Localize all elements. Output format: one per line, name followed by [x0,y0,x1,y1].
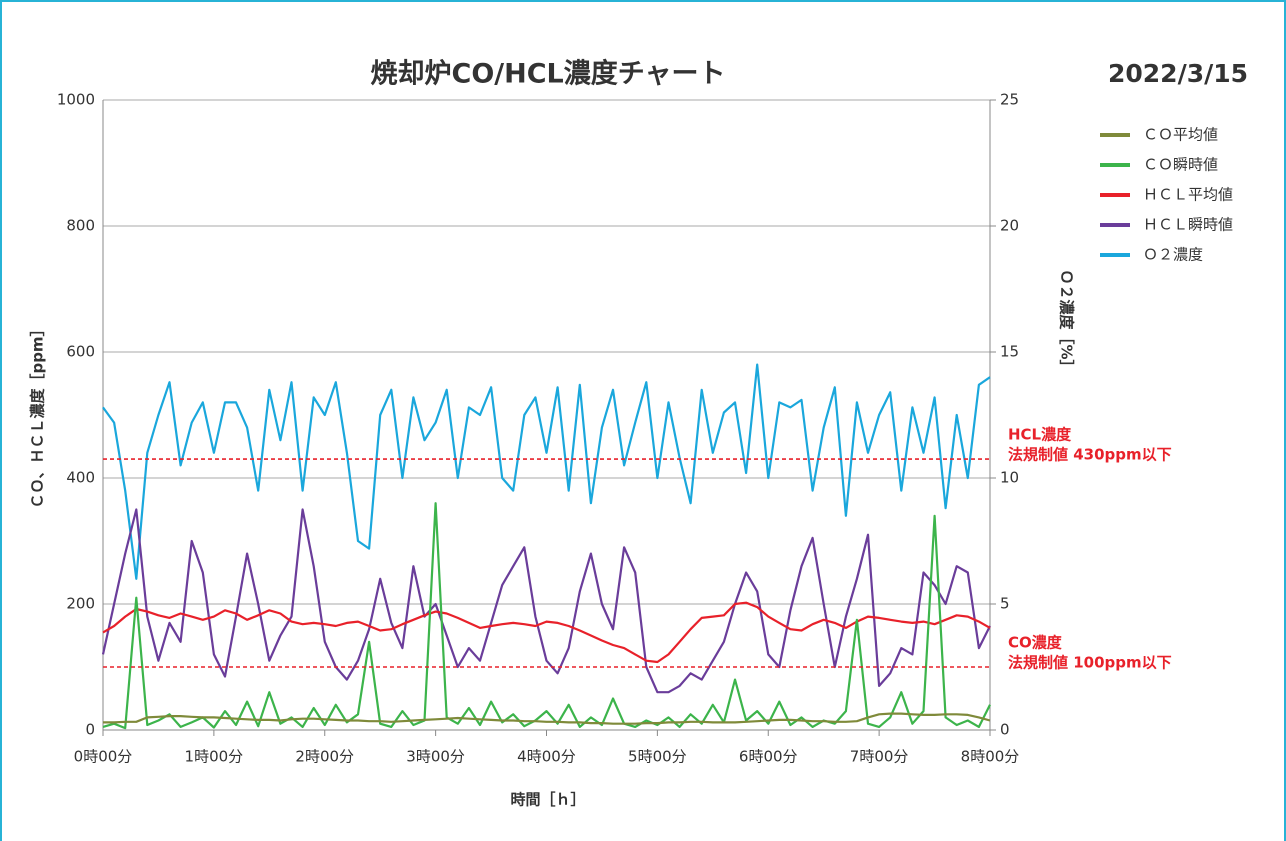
reference-label: 法規制値 100ppm以下 [1008,654,1172,672]
x-axis-label: 時間［ｈ］ [510,791,585,809]
reference-label: 法規制値 430ppm以下 [1008,446,1172,464]
x-tick-label: 5時00分 [628,748,687,766]
y2-axis-label: Ｏ２濃度［%］ [1058,269,1076,374]
x-tick-label: 6時00分 [739,748,798,766]
x-tick-label: 4時00分 [517,748,576,766]
legend-label: ＨＣＬ瞬時値 [1143,216,1233,234]
y2-tick-label: 25 [1000,91,1019,109]
series-line [102,363,991,580]
x-tick-label: 3時00分 [406,748,465,766]
chart-date: 2022/3/15 [1108,59,1248,88]
chart-title: 焼却炉CO/HCL濃度チャート [371,58,726,90]
series-line [102,601,991,664]
y2-tick-label: 0 [1000,721,1010,739]
x-tick-label: 8時00分 [961,748,1020,766]
legend-label: Ｏ２濃度 [1143,246,1203,264]
series-line [103,712,991,725]
legend-label: ＨＣＬ平均値 [1143,186,1233,204]
legend-label: ＣＯ平均値 [1143,126,1218,144]
y-axis-label: ＣＯ、ＨＣＬ濃度［ppm］ [29,321,47,508]
legend-label: ＣＯ瞬時値 [1143,156,1218,174]
y2-tick-label: 15 [1000,343,1019,361]
x-tick-label: 7時00分 [850,748,909,766]
y2-tick-label: 10 [1000,469,1019,487]
y-tick-label: 0 [85,721,95,739]
x-tick-label: 2時00分 [295,748,354,766]
reference-label: CO濃度 [1008,634,1063,652]
series-line [102,502,991,730]
x-tick-label: 1時00分 [185,748,244,766]
series-line [101,508,991,694]
y-tick-label: 800 [66,217,95,235]
y2-tick-label: 5 [1000,595,1010,613]
x-tick-label: 0時00分 [74,748,133,766]
y-tick-label: 1000 [57,91,95,109]
y-tick-label: 600 [66,343,95,361]
y-tick-label: 200 [66,595,95,613]
reference-label: HCL濃度 [1008,426,1072,444]
y-tick-label: 400 [66,469,95,487]
y2-tick-label: 20 [1000,217,1019,235]
